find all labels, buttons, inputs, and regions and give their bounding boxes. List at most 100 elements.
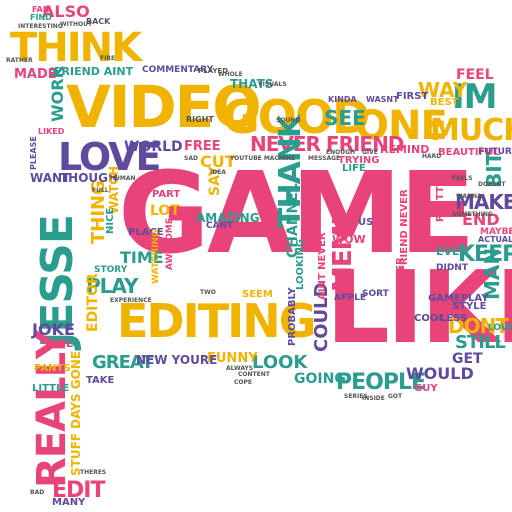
word-friend-never: FRIEND NEVER bbox=[399, 189, 410, 272]
word-new-youre: NEW YOURE bbox=[136, 353, 218, 367]
word-always: ALWAYS bbox=[226, 365, 254, 372]
word-pretty: PRETTY bbox=[435, 179, 446, 222]
word-give: GIVE bbox=[362, 149, 378, 156]
word-friend-aint: FRIEND AINT bbox=[54, 65, 134, 78]
word-lot: LOT bbox=[150, 203, 180, 219]
word-looking: LOOKING bbox=[295, 238, 306, 290]
word-also: ALSO bbox=[42, 2, 90, 21]
word-doesnt: DOESNT bbox=[478, 181, 506, 188]
word-time: TIME bbox=[120, 248, 164, 267]
word-get: GET bbox=[452, 351, 483, 367]
word-liked: LIKED bbox=[38, 127, 65, 136]
word-story: STORY bbox=[94, 265, 128, 275]
word-funny: FUNNY bbox=[207, 351, 258, 366]
word-inside: INSIDE bbox=[362, 395, 385, 402]
word-best: BEST bbox=[430, 97, 459, 108]
word-video: VIDEO bbox=[66, 73, 262, 141]
word-didnt: DIDNT bbox=[436, 263, 468, 273]
word-made: MADE bbox=[14, 67, 57, 82]
word-wow: WOW bbox=[332, 233, 366, 246]
word-played: PLAYED bbox=[198, 67, 228, 75]
word-many: MANY bbox=[52, 497, 86, 508]
word-much: MUCH bbox=[430, 113, 512, 148]
word-kinda: KINDA bbox=[328, 95, 357, 104]
word-wanna: WANNA bbox=[456, 193, 482, 200]
word-rather: RATHER bbox=[6, 57, 33, 64]
word-actually: ACTUALLY bbox=[478, 235, 512, 244]
word-place: PLACE bbox=[128, 227, 164, 238]
word-game: GAME bbox=[118, 149, 476, 279]
word-awesome: AWESOME bbox=[165, 218, 175, 270]
word-without: WITHOUT bbox=[60, 21, 93, 28]
word-play: PLAY bbox=[86, 274, 138, 298]
word-still: STILL bbox=[455, 332, 506, 353]
word-first: FIRST bbox=[396, 91, 429, 102]
word-think: THINK bbox=[10, 25, 142, 71]
word-im: IM bbox=[452, 77, 497, 117]
word-fan: FAN bbox=[32, 5, 50, 14]
word-watching: WATCHING bbox=[151, 229, 161, 284]
word-world: WORLD bbox=[124, 139, 183, 155]
word-message: MESSAGE bbox=[308, 155, 341, 162]
word-sad: SAD bbox=[184, 155, 198, 162]
word-stuff-days-gone: STUFF DAYS GONE bbox=[69, 350, 83, 476]
word-bad: BAD bbox=[30, 489, 45, 496]
word-joke: JOKE bbox=[32, 320, 75, 339]
word-love: LOVE bbox=[58, 135, 162, 179]
word-maybe: MAYBE bbox=[480, 227, 512, 237]
word-series: SERIES bbox=[344, 393, 368, 400]
word-nice: NICE bbox=[105, 207, 116, 234]
word-back: BACK bbox=[86, 17, 111, 26]
word-amazing: AMAZING bbox=[196, 211, 260, 225]
word-dont: DONT bbox=[448, 314, 509, 338]
word-cant: CANT bbox=[206, 221, 234, 231]
word-seem: SEEM bbox=[242, 289, 273, 300]
word-cope: COPE bbox=[234, 379, 252, 386]
word-feels: FEELS bbox=[452, 175, 473, 182]
word-edit: EDIT bbox=[52, 478, 105, 503]
word-less: LESS bbox=[440, 313, 468, 324]
word-see: SEE bbox=[324, 106, 366, 130]
word-little: LITTLE bbox=[32, 383, 70, 394]
word-really: REALLY bbox=[29, 331, 75, 488]
word-beautiful: BEAUTIFUL bbox=[438, 147, 500, 158]
word-enough: ENOUGH bbox=[326, 149, 356, 156]
word-want: WANT bbox=[30, 171, 71, 185]
word-meme: MEME bbox=[328, 208, 358, 292]
word-style: STYLE bbox=[452, 301, 487, 312]
word-would: WOULD bbox=[406, 364, 474, 383]
word-find: FIND bbox=[30, 13, 52, 22]
word-make: MAKE bbox=[455, 190, 512, 214]
word-right: RIGHT bbox=[186, 115, 214, 124]
word-even: EVEN bbox=[436, 245, 469, 258]
word-good: GOOD bbox=[222, 90, 370, 144]
word-people: PEOPLE bbox=[336, 370, 426, 395]
word-gameplay: GAMEPLAY bbox=[428, 293, 489, 304]
word-us: US bbox=[358, 217, 374, 228]
word-guy: GUY bbox=[414, 383, 438, 394]
word-take: TAKE bbox=[86, 375, 115, 386]
word-apple: APPLE bbox=[334, 293, 367, 303]
word-like: LIKE bbox=[326, 249, 512, 366]
word-editor: EDITOR bbox=[85, 273, 101, 332]
word-end: END bbox=[462, 210, 500, 229]
word-though: THOUGH bbox=[60, 171, 119, 185]
word-commentary: COMMENTARY bbox=[142, 65, 214, 75]
word-never-friend: NEVER FRIEND bbox=[250, 132, 404, 156]
word-lol: LOL bbox=[50, 337, 73, 350]
word-hard: HARD bbox=[422, 153, 442, 160]
word-sound: SOUND bbox=[276, 117, 301, 124]
word-two: TWO bbox=[200, 289, 216, 296]
word-cut: CUT bbox=[200, 152, 236, 171]
word-cool: COOL bbox=[414, 313, 445, 324]
word-please: PLEASE bbox=[29, 136, 38, 170]
word-free: FREE bbox=[184, 139, 221, 154]
word-great: GREAT bbox=[92, 352, 154, 373]
word-going: GOING bbox=[294, 371, 346, 387]
word-thats: THATS bbox=[230, 77, 274, 91]
word-content: CONTENT bbox=[238, 371, 270, 378]
word-full: FULL bbox=[92, 187, 109, 194]
word-part: PART bbox=[152, 189, 181, 200]
word-loved: LOVED bbox=[488, 323, 512, 333]
word-something: SOMETHING bbox=[452, 211, 493, 218]
